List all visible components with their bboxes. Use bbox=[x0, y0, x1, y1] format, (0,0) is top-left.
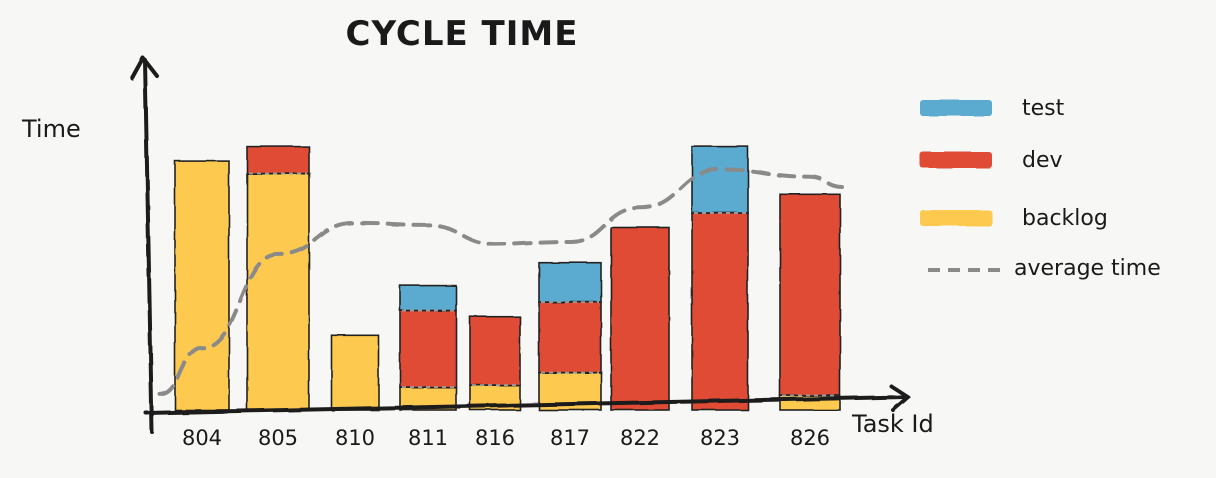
x-tick-label-816: 816 bbox=[475, 426, 515, 450]
bar-dev-823 bbox=[691, 212, 749, 411]
legend-label-test: test bbox=[1022, 96, 1065, 121]
legend-swatch-test bbox=[920, 100, 992, 116]
x-tick-label-826: 826 bbox=[790, 426, 830, 450]
x-axis-arrowhead bbox=[889, 384, 910, 412]
x-tick-label-817: 817 bbox=[550, 426, 590, 450]
bar-dev-826 bbox=[779, 193, 841, 397]
x-tick-label-822: 822 bbox=[620, 426, 660, 450]
average-line-layer bbox=[158, 167, 844, 397]
legend: test dev backlog average time bbox=[920, 96, 1161, 281]
bar-dev-817 bbox=[538, 301, 602, 374]
bar-backlog-804 bbox=[174, 160, 230, 411]
bar-backlog-810 bbox=[330, 334, 380, 411]
bar-backlog-805 bbox=[246, 172, 310, 411]
y-axis-line bbox=[143, 58, 154, 434]
axes bbox=[130, 56, 910, 434]
legend-label-backlog: backlog bbox=[1022, 206, 1108, 231]
bar-dev-805 bbox=[246, 145, 310, 175]
x-tick-label-811: 811 bbox=[408, 426, 448, 450]
bar-dev-822 bbox=[610, 226, 670, 411]
bars-layer bbox=[174, 145, 841, 411]
legend-swatch-backlog bbox=[920, 210, 992, 226]
legend-swatch-dev bbox=[920, 152, 992, 168]
chart-title: CYCLE TIME bbox=[346, 14, 579, 54]
x-tick-label-805: 805 bbox=[258, 426, 298, 450]
x-tick-label-823: 823 bbox=[700, 426, 740, 450]
x-tick-label-810: 810 bbox=[335, 426, 375, 450]
legend-label-average-time: average time bbox=[1014, 256, 1161, 281]
bar-test-811 bbox=[399, 284, 457, 312]
x-tick-label-804: 804 bbox=[182, 426, 222, 450]
bar-dev-811 bbox=[399, 309, 457, 388]
y-axis-label: Time bbox=[21, 115, 81, 143]
legend-label-dev: dev bbox=[1022, 148, 1063, 173]
x-tick-labels: 804 805 810 811 816 817 822 823 826 bbox=[182, 426, 830, 450]
y-axis-arrowhead bbox=[130, 56, 159, 80]
average-time-line bbox=[158, 167, 844, 397]
bar-dev-816 bbox=[469, 315, 521, 386]
bar-test-817 bbox=[538, 261, 602, 303]
x-axis-line bbox=[144, 395, 907, 415]
bar-test-823 bbox=[691, 145, 749, 214]
x-axis-label: Task Id bbox=[851, 410, 934, 438]
